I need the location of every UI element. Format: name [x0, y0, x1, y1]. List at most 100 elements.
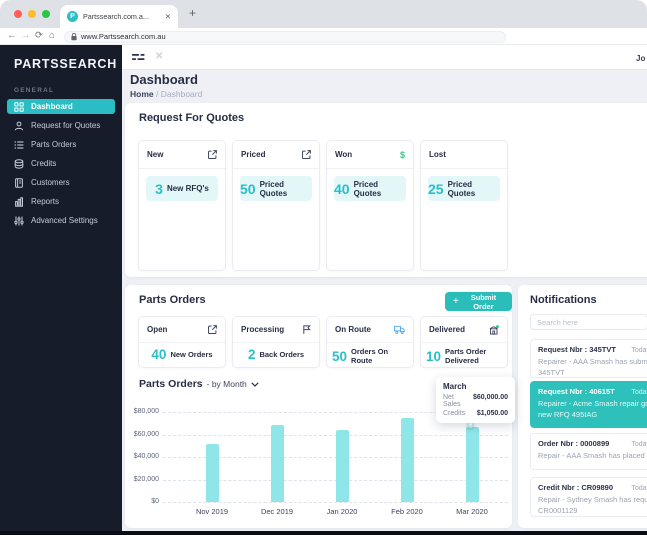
bar-mar-2020[interactable]: [465, 426, 479, 502]
sidebar-toggle-icon[interactable]: [132, 53, 145, 62]
browser-tab-strip: P Partssearch.com.a... ✕ +: [0, 0, 647, 28]
external-link-icon[interactable]: [302, 150, 311, 159]
notification-body: Repair - AAA Smash has placed a new orde…: [538, 451, 647, 460]
rfq-card-won[interactable]: Won $ 40 Priced Quotes: [326, 140, 414, 271]
forward-icon[interactable]: →: [21, 30, 31, 41]
notification-time: Today: [631, 347, 647, 354]
chevron-down-icon[interactable]: [251, 381, 259, 387]
sidebar-item-label: Advanced Settings: [31, 216, 98, 225]
window-minimize-button[interactable]: [28, 10, 36, 18]
rfq-card-priced[interactable]: Priced 50 Priced Quotes: [232, 140, 320, 271]
sidebar-item-label: Request for Quotes: [31, 121, 101, 130]
coins-icon: [14, 158, 24, 169]
truck-icon: [394, 325, 405, 334]
y-axis-tick: $0: [151, 498, 159, 505]
user-menu[interactable]: Jo: [636, 54, 646, 63]
po-card-delivered[interactable]: Delivered 10 Parts Order Delivered: [420, 316, 508, 368]
grid-icon: [14, 101, 24, 112]
sliders-icon: [14, 216, 24, 225]
chart-title-bold: Parts Orders: [139, 378, 203, 390]
sidebar-item-reports[interactable]: Reports: [0, 192, 122, 211]
bar-feb-2020[interactable]: [400, 418, 414, 502]
on-route-label: Orders On Route: [351, 347, 389, 366]
rfq-lost-count: 25: [428, 180, 444, 197]
address-bar[interactable]: www.Partssearch.com.au: [64, 30, 506, 43]
sidebar-item-dashboard[interactable]: Dashboard: [7, 99, 115, 114]
sidebar-item-customers[interactable]: Customers: [0, 173, 122, 192]
external-link-icon[interactable]: [208, 325, 217, 334]
gridline: [163, 502, 508, 503]
bar-nov-2019[interactable]: [205, 444, 219, 502]
rfq-card-new[interactable]: New 3 New RFQ's: [138, 140, 226, 271]
notifications-panel: Notifications Request Nbr : 345TVT Today…: [518, 285, 647, 528]
x-axis-tick: Feb 2020: [391, 507, 423, 516]
sidebar-item-parts-orders[interactable]: Parts Orders: [0, 135, 122, 154]
notification-item[interactable]: Credit Nbr : CR09890 Today Repair - Sydn…: [530, 477, 647, 517]
x-axis-tick: Dec 2019: [260, 507, 294, 516]
bar-dec-2019[interactable]: [270, 424, 284, 502]
padlock-icon: [71, 32, 77, 40]
parts-orders-panel: Parts Orders + Submit Order Open: [125, 285, 512, 528]
home-icon[interactable]: ⌂: [49, 30, 55, 41]
y-axis-tick: $40,000: [133, 453, 159, 460]
bar-jan-2020[interactable]: [335, 430, 349, 502]
breadcrumb-home-link[interactable]: Home: [130, 89, 154, 99]
request-for-quotes-panel: Request For Quotes New 3 New RFQ's: [125, 103, 647, 277]
bar-chart-icon: [15, 196, 24, 207]
rfq-cards-row: New 3 New RFQ's Priced: [138, 140, 508, 271]
notification-time: Today: [631, 389, 647, 396]
reload-icon[interactable]: ⟳: [35, 30, 43, 41]
po-card-on-route[interactable]: On Route 50 Orders On Route: [326, 316, 414, 368]
notification-item[interactable]: Request Nbr : 345TVT Today Repairer - AA…: [530, 339, 647, 378]
app-canvas: PARTSSEARCH GENERAL Dashboard: [0, 45, 647, 531]
browser-tab[interactable]: P Partssearch.com.a... ✕: [60, 5, 178, 28]
back-orders-label: Back Orders: [259, 349, 305, 359]
notifications-title: Notifications: [530, 294, 597, 306]
breadcrumb-separator: /: [156, 89, 159, 99]
dollar-icon: $: [399, 149, 405, 160]
rfq-new-count: 3: [155, 180, 163, 197]
site-favicon: P: [67, 11, 78, 22]
card-label: Priced: [241, 150, 266, 159]
notification-item-highlighted[interactable]: Request Nbr : 40615T Today Repairer - Ac…: [530, 381, 647, 428]
notifications-search-input[interactable]: [530, 314, 647, 330]
back-orders-count: 2: [247, 347, 256, 362]
window-close-button[interactable]: [14, 10, 22, 18]
rfq-card-lost[interactable]: Lost 25 Priced Quotes: [420, 140, 508, 271]
parts-orders-cards-row: Open 40 New Orders Process: [138, 316, 508, 368]
card-label: Delivered: [429, 325, 466, 334]
rfq-value-chip: 25 Priced Quotes: [428, 176, 500, 201]
sidebar-item-credits[interactable]: Credits: [0, 154, 122, 173]
window-maximize-button[interactable]: [42, 10, 50, 18]
po-card-processing[interactable]: Processing 2 Back Orders: [232, 316, 320, 368]
sidebar-item-label: Reports: [31, 197, 60, 206]
sidebar-item-advanced-settings[interactable]: Advanced Settings: [0, 211, 122, 230]
parts-orders-title: Parts Orders: [139, 294, 206, 306]
tooltip-title: March: [443, 382, 467, 391]
sidebar-section-label: GENERAL: [14, 87, 55, 94]
sidebar-item-request-for-quotes[interactable]: Request for Quotes: [0, 116, 122, 135]
chart-tooltip: March Net Sales $60,000.00 Credits $1,05…: [436, 377, 515, 423]
rfq-won-label: Priced Quotes: [353, 179, 382, 198]
open-orders-count: 40: [151, 347, 167, 362]
rfq-value-chip: 40 Priced Quotes: [334, 176, 406, 201]
card-label: New: [147, 150, 164, 159]
breadcrumb: Home / Dashboard: [130, 89, 202, 99]
sidebar-item-label: Customers: [31, 178, 70, 187]
open-orders-label: New Orders: [170, 349, 213, 359]
external-link-icon[interactable]: [208, 150, 217, 159]
gridline: [163, 412, 508, 413]
delivered-count: 10: [426, 348, 442, 364]
chart-title-period: - by Month: [206, 379, 247, 389]
notification-item[interactable]: Order Nbr : 0000899 Today Repair - AAA S…: [530, 433, 647, 470]
card-label: On Route: [335, 325, 371, 334]
person-icon: [14, 121, 24, 130]
close-icon[interactable]: ✕: [155, 51, 164, 62]
new-tab-button[interactable]: +: [189, 6, 197, 20]
x-axis-tick: Mar 2020: [456, 507, 488, 516]
back-icon[interactable]: ←: [7, 30, 17, 41]
po-card-open[interactable]: Open 40 New Orders: [138, 316, 226, 368]
submit-order-button[interactable]: + Submit Order: [445, 292, 512, 311]
tab-close-icon[interactable]: ✕: [164, 12, 171, 21]
